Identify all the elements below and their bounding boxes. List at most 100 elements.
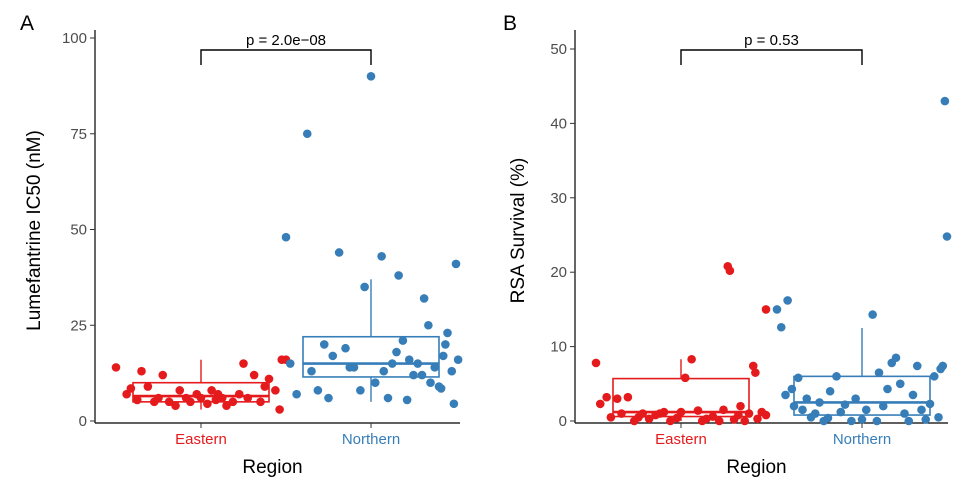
data-point-eastern	[680, 373, 690, 383]
data-point-eastern	[659, 407, 669, 417]
x-tick-label-eastern: Eastern	[655, 431, 707, 448]
data-point-northern	[419, 294, 429, 303]
y-tick-label: 0	[559, 413, 567, 430]
data-point-eastern	[602, 392, 611, 402]
data-point-eastern	[744, 409, 754, 418]
data-point-northern	[929, 372, 939, 381]
data-point-eastern	[644, 414, 654, 424]
data-point-northern	[878, 401, 888, 411]
y-tick-label: 0	[79, 413, 87, 430]
data-point-northern	[781, 390, 790, 400]
data-point-northern	[383, 393, 393, 403]
data-point-northern	[451, 259, 461, 269]
data-point-northern	[921, 415, 931, 424]
data-point-northern	[307, 366, 316, 376]
data-point-eastern	[714, 416, 724, 426]
data-point-eastern	[186, 397, 195, 407]
data-point-northern	[840, 400, 850, 409]
data-point-eastern	[708, 412, 718, 421]
data-point-eastern	[222, 401, 231, 410]
data-point-eastern	[638, 409, 648, 418]
data-point-eastern	[687, 354, 696, 364]
box-northern	[793, 375, 931, 416]
data-point-northern	[851, 394, 860, 403]
data-point-eastern	[137, 366, 146, 376]
data-point-northern	[861, 405, 871, 415]
data-point-northern	[426, 378, 435, 388]
data-point-eastern	[143, 382, 153, 391]
box-eastern	[612, 377, 750, 418]
x-axis-title: Region	[726, 457, 786, 478]
data-point-eastern	[751, 368, 760, 377]
data-point-northern	[379, 366, 389, 376]
data-point-eastern	[595, 399, 605, 409]
y-tick-label: 50	[70, 222, 87, 239]
data-point-northern	[356, 386, 365, 395]
data-point-northern	[938, 361, 948, 371]
data-point-northern	[394, 271, 403, 280]
data-point-northern	[387, 359, 397, 368]
panel-tag-a: A	[20, 12, 34, 35]
data-point-eastern	[761, 305, 771, 314]
data-point-northern	[281, 232, 291, 242]
data-point-eastern	[693, 406, 703, 415]
box-northern	[302, 335, 440, 378]
data-point-northern	[793, 373, 803, 383]
y-tick-label: 10	[550, 339, 567, 356]
data-point-northern	[891, 353, 901, 363]
panel-tag-b: B	[503, 12, 517, 35]
data-point-northern	[447, 366, 457, 376]
x-axis-title: Region	[242, 457, 302, 478]
data-point-northern	[453, 355, 463, 365]
data-point-eastern	[126, 384, 136, 393]
data-point-northern	[430, 363, 440, 372]
y-axis-title: RSA Survival (%)	[508, 158, 529, 304]
data-point-northern	[942, 232, 952, 241]
data-point-eastern	[666, 416, 675, 426]
data-point-northern	[776, 322, 786, 332]
data-point-northern	[815, 398, 824, 407]
data-point-northern	[438, 351, 448, 361]
data-point-northern	[449, 399, 459, 409]
data-point-northern	[292, 389, 301, 399]
data-point-northern	[934, 412, 943, 422]
data-point-eastern	[623, 392, 633, 402]
data-point-eastern	[719, 405, 728, 415]
data-point-eastern	[275, 405, 284, 414]
p-value-label: p = 0.53	[744, 32, 799, 49]
data-point-eastern	[196, 393, 206, 403]
data-point-eastern	[256, 397, 265, 407]
data-point-northern	[857, 415, 867, 424]
data-point-northern	[302, 129, 312, 139]
data-point-northern	[895, 379, 905, 389]
data-point-eastern	[271, 386, 280, 395]
data-point-northern	[417, 370, 427, 380]
data-point-northern	[783, 296, 792, 305]
data-point-northern	[324, 393, 333, 403]
data-point-northern	[787, 384, 797, 394]
data-point-eastern	[725, 266, 735, 276]
data-point-eastern	[612, 394, 622, 403]
data-point-eastern	[736, 401, 745, 411]
y-tick-label: 50	[550, 41, 567, 58]
data-point-northern	[789, 401, 799, 411]
y-tick-label: 20	[550, 264, 567, 281]
x-tick-label-northern: Northern	[342, 431, 400, 448]
data-point-eastern	[249, 370, 259, 380]
data-point-northern	[349, 363, 359, 372]
data-point-northern	[872, 416, 882, 426]
data-point-eastern	[676, 407, 686, 417]
data-point-eastern	[260, 382, 270, 391]
data-point-eastern	[264, 374, 274, 384]
data-point-eastern	[740, 416, 750, 426]
data-point-eastern	[239, 359, 248, 368]
data-point-eastern	[132, 395, 142, 405]
data-point-northern	[832, 372, 841, 381]
data-point-northern	[825, 386, 835, 396]
data-point-northern	[402, 395, 412, 405]
data-point-northern	[940, 96, 950, 106]
data-point-northern	[409, 370, 418, 380]
data-point-northern	[404, 355, 414, 365]
data-point-northern	[912, 361, 922, 371]
